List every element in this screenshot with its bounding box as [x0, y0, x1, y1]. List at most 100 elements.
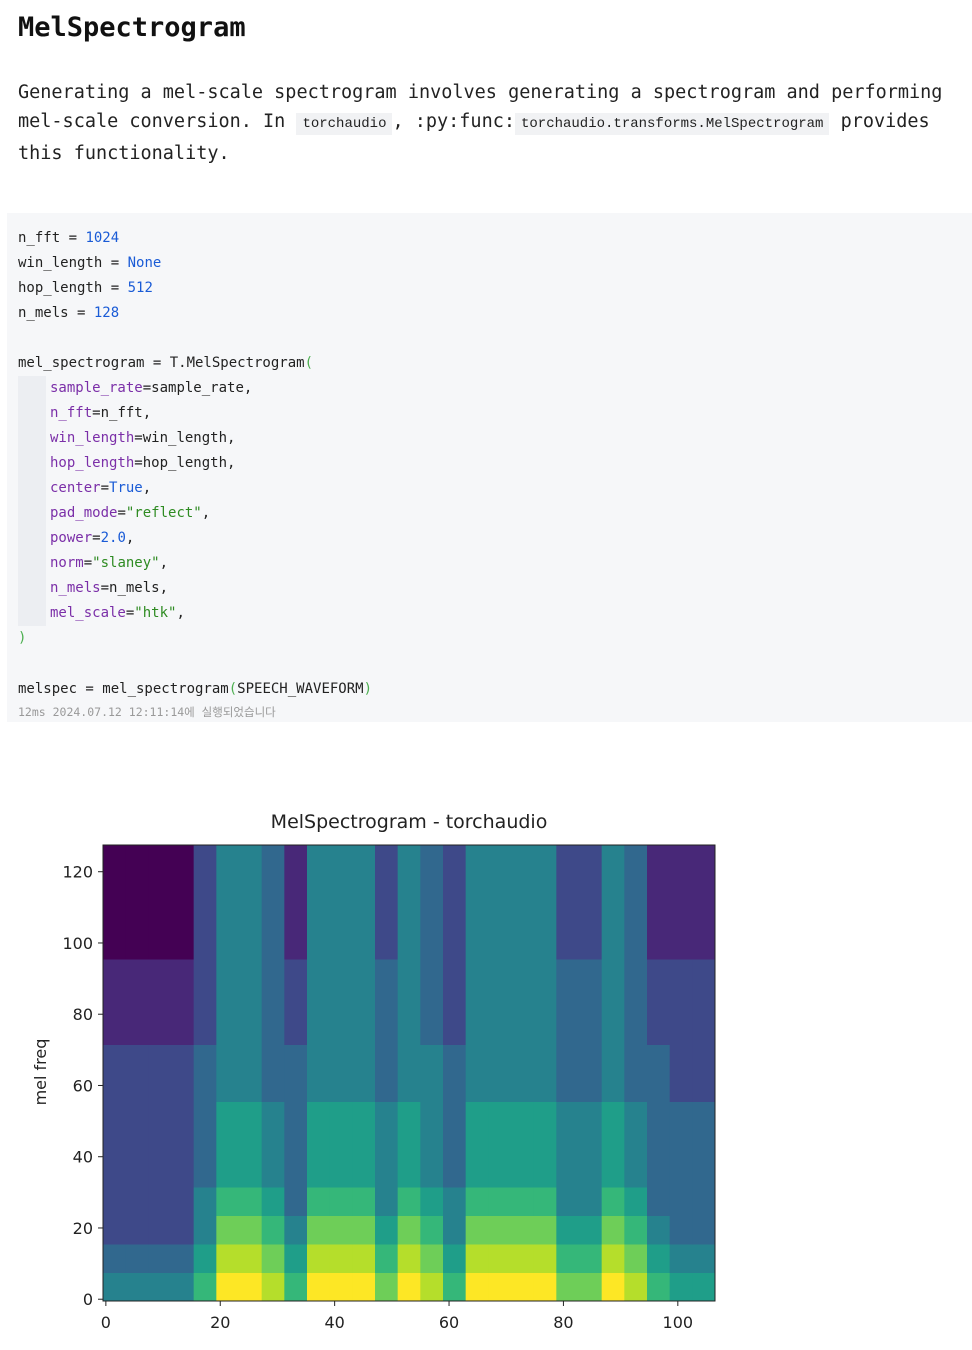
heatmap-cell — [171, 902, 195, 931]
heatmap-cell — [375, 1016, 399, 1045]
heatmap-cell — [579, 1130, 603, 1159]
heatmap-cell — [284, 1187, 308, 1216]
heatmap-cell — [624, 1101, 648, 1131]
heatmap-cell — [669, 1130, 693, 1159]
heatmap-cell — [352, 930, 376, 960]
heatmap-cell — [171, 1073, 195, 1102]
heatmap-cell — [647, 873, 671, 903]
code-token: center — [50, 480, 101, 496]
y-tick-label: 0 — [83, 1290, 93, 1309]
heatmap-cell — [329, 1272, 353, 1302]
heatmap-cell — [125, 1016, 149, 1045]
y-tick-label: 120 — [62, 863, 93, 882]
heatmap-cell — [465, 1130, 489, 1159]
heatmap-cell — [307, 1187, 331, 1216]
heatmap-cell — [375, 987, 399, 1017]
heatmap-cell — [443, 1158, 467, 1188]
heatmap-cell — [329, 1044, 353, 1074]
code-line: n_fft = 1024 — [18, 226, 119, 251]
heatmap-cell — [148, 873, 172, 903]
paragraph: Generating a mel-scale spectrogram invol… — [18, 78, 958, 168]
heatmap-cell — [329, 930, 353, 960]
heatmap-cell — [420, 1215, 444, 1245]
plot-frame — [102, 844, 716, 1302]
heatmap-cell — [488, 1073, 512, 1102]
text: provides this functionality. — [18, 111, 930, 164]
heatmap-cell — [375, 930, 399, 960]
code-token: power — [50, 530, 93, 546]
heatmap-cell — [465, 1272, 489, 1302]
code-token: 128 — [93, 305, 120, 321]
heatmap-cell — [148, 1272, 172, 1302]
heatmap-cell — [125, 1130, 149, 1159]
heatmap-cell — [216, 1073, 240, 1102]
heatmap-cell — [420, 1044, 444, 1074]
heatmap-cell — [488, 987, 512, 1017]
heatmap-cell — [579, 930, 603, 960]
code-token: = — [102, 255, 128, 271]
heatmap-cell — [579, 1272, 603, 1302]
heatmap-cell — [125, 930, 149, 960]
heatmap-cell — [397, 845, 421, 874]
heatmap-cell — [647, 845, 671, 874]
code-token: = — [92, 405, 101, 421]
y-tick-label: 60 — [73, 1076, 93, 1095]
code-token: = — [68, 305, 94, 321]
heatmap-cell — [669, 1187, 693, 1216]
heatmap-cell — [692, 1244, 716, 1273]
heatmap-cell — [307, 1215, 331, 1245]
heatmap-cell — [171, 1016, 195, 1045]
heatmap-cell — [669, 873, 693, 903]
heatmap-cell — [171, 930, 195, 960]
heatmap-cell — [307, 959, 331, 988]
heatmap-cell — [533, 1158, 557, 1188]
heatmap-cell — [692, 873, 716, 903]
heatmap-cell — [148, 845, 172, 874]
code-line: n_fft=n_fft, — [50, 401, 151, 426]
chart: MelSpectrogram - torchaudio mel freq 0 20… — [31, 811, 716, 1332]
heatmap-cell — [148, 1215, 172, 1245]
heatmap-cell — [261, 1044, 285, 1074]
heatmap-cell — [692, 1044, 716, 1074]
code-line: n_mels=n_mels, — [50, 576, 168, 601]
heatmap-cell — [148, 1016, 172, 1045]
heatmap-cell — [601, 1044, 625, 1074]
heatmap-cell — [669, 959, 693, 988]
heatmap-cell — [397, 873, 421, 903]
heatmap-cell — [103, 1044, 127, 1074]
heatmap-cell — [488, 1044, 512, 1074]
heatmap-cell — [669, 1215, 693, 1245]
y-tick-label: 100 — [62, 934, 93, 953]
code-token: "reflect" — [125, 505, 202, 521]
heatmap-cell — [261, 1272, 285, 1302]
code-line: ) — [18, 630, 27, 646]
indent-guide — [18, 376, 46, 626]
code-token: , — [142, 405, 152, 421]
code-cell[interactable]: 12ms 2024.07.12 12:11:14에 실행되었습니다 n_fft … — [7, 213, 972, 722]
heatmap-cell — [692, 1158, 716, 1188]
heatmap-cell — [193, 930, 217, 960]
y-axis-label: mel freq — [31, 1039, 50, 1106]
heatmap-cell — [125, 1101, 149, 1131]
heatmap-cell — [216, 1187, 240, 1216]
heatmap-cell — [261, 1073, 285, 1102]
code-token: = — [102, 280, 128, 296]
code-token: = — [142, 380, 152, 396]
heatmap-cell — [692, 1187, 716, 1216]
heatmap-cell — [465, 1158, 489, 1188]
heatmap-cell — [556, 1073, 580, 1102]
heatmap-cell — [443, 987, 467, 1017]
heatmap-cell — [216, 959, 240, 988]
heatmap-cell — [193, 1272, 217, 1302]
heatmap-cell — [556, 873, 580, 903]
heatmap-cell — [624, 845, 648, 874]
heatmap-cell — [533, 1187, 557, 1216]
code-token: = — [100, 480, 110, 496]
heatmap-cell — [601, 845, 625, 874]
code-token: SPEECH_WAVEFORM — [237, 681, 364, 697]
heatmap-cell — [193, 1016, 217, 1045]
heatmap-cell — [601, 1215, 625, 1245]
heatmap-cell — [397, 987, 421, 1017]
heatmap-cell — [488, 1187, 512, 1216]
heatmap-cell — [307, 1044, 331, 1074]
